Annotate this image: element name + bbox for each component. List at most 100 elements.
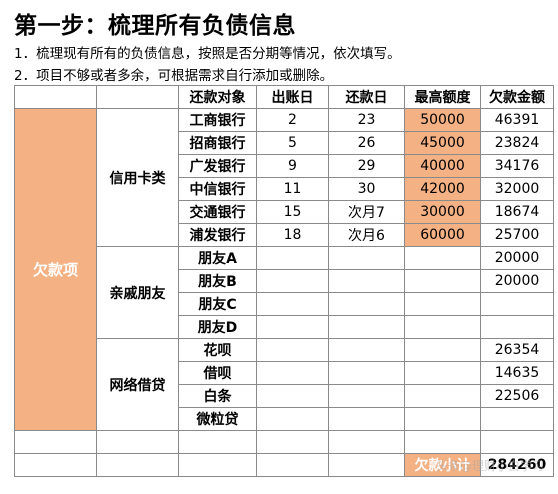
bill-day-cell[interactable]: 2 — [256, 108, 329, 132]
debt-cell[interactable] — [480, 292, 554, 316]
category-online-loans: 网络借贷 — [96, 338, 179, 431]
limit-cell[interactable]: 45000 — [404, 131, 481, 155]
debt-cell[interactable]: 22506 — [480, 384, 554, 408]
bill-day-cell[interactable] — [256, 361, 329, 385]
debt-cell[interactable]: 26354 — [480, 338, 554, 362]
table-row: 白条 22506 — [15, 384, 554, 408]
limit-cell[interactable]: 40000 — [404, 154, 481, 178]
limit-cell[interactable]: 60000 — [404, 223, 481, 247]
debt-cell[interactable]: 18674 — [480, 200, 554, 224]
repay-day-cell[interactable] — [328, 315, 405, 339]
table-row: 朋友D — [15, 315, 554, 339]
repay-day-cell[interactable]: 26 — [328, 131, 405, 155]
creditor-name: 白条 — [178, 384, 257, 408]
repay-day-cell[interactable]: 次月6 — [328, 223, 405, 247]
debt-cell[interactable]: 20000 — [480, 246, 554, 270]
debt-cell[interactable] — [480, 407, 554, 431]
debt-cell[interactable]: 46391 — [480, 108, 554, 132]
creditor-name: 广发银行 — [178, 154, 257, 178]
creditor-name: 朋友B — [178, 269, 257, 293]
bill-day-cell[interactable]: 9 — [256, 154, 329, 178]
limit-cell[interactable]: 30000 — [404, 200, 481, 224]
limit-cell[interactable] — [404, 315, 481, 339]
table-row: 交通银行 15 次月7 30000 18674 — [15, 200, 554, 224]
limit-cell[interactable] — [404, 269, 481, 293]
bill-day-cell[interactable] — [256, 269, 329, 293]
debt-cell[interactable]: 34176 — [480, 154, 554, 178]
bill-day-cell[interactable]: 18 — [256, 223, 329, 247]
bill-day-cell[interactable]: 15 — [256, 200, 329, 224]
blank-cell[interactable] — [178, 430, 257, 454]
blank-cell[interactable] — [96, 453, 179, 477]
debt-table: 还款对象 出账日 还款日 最高额度 欠款金额 欠款项 信用卡类 工商银行 2 2… — [14, 85, 554, 477]
debt-cell[interactable]: 23824 — [480, 131, 554, 155]
bill-day-cell[interactable]: 5 — [256, 131, 329, 155]
blank-cell[interactable] — [14, 430, 97, 454]
limit-cell[interactable]: 50000 — [404, 108, 481, 132]
repay-day-cell[interactable] — [328, 361, 405, 385]
blank-cell[interactable] — [328, 430, 405, 454]
bill-day-cell[interactable] — [256, 338, 329, 362]
header-bill-day: 出账日 — [256, 85, 329, 109]
creditor-name: 中信银行 — [178, 177, 257, 201]
repay-day-cell[interactable] — [328, 338, 405, 362]
repay-day-cell[interactable] — [328, 269, 405, 293]
bill-day-cell[interactable] — [256, 292, 329, 316]
blank-cell[interactable] — [328, 453, 405, 477]
header-max-limit: 最高额度 — [404, 85, 481, 109]
table-row: 亲戚朋友 朋友A 20000 — [15, 246, 554, 339]
limit-cell[interactable] — [404, 361, 481, 385]
debt-cell[interactable]: 20000 — [480, 269, 554, 293]
blank-cell[interactable] — [256, 430, 329, 454]
repay-day-cell[interactable] — [328, 384, 405, 408]
creditor-name: 朋友C — [178, 292, 257, 316]
limit-cell[interactable] — [404, 407, 481, 431]
header-blank-1 — [14, 85, 97, 109]
repay-day-cell[interactable] — [328, 246, 405, 270]
bill-day-cell[interactable] — [256, 384, 329, 408]
repay-day-cell[interactable] — [328, 407, 405, 431]
blank-cell[interactable] — [96, 430, 179, 454]
header-row: 还款对象 出账日 还款日 最高额度 欠款金额 — [14, 85, 554, 109]
creditor-name: 浦发银行 — [178, 223, 257, 247]
bill-day-cell[interactable] — [256, 407, 329, 431]
blank-cell[interactable] — [256, 453, 329, 477]
table-row — [14, 430, 554, 454]
limit-cell[interactable]: 42000 — [404, 177, 481, 201]
debt-cell[interactable] — [480, 315, 554, 339]
instruction-note-1: 1．梳理现有所有的负债信息，按照是否分期等情况，依次填写。 — [14, 46, 401, 62]
repay-day-cell[interactable]: 次月7 — [328, 200, 405, 224]
table-row: 浦发银行 18 次月6 60000 25700 — [15, 223, 554, 247]
blank-cell[interactable] — [480, 430, 554, 454]
repay-day-cell[interactable]: 29 — [328, 154, 405, 178]
table-row: 朋友C — [15, 292, 554, 316]
creditor-name: 交通银行 — [178, 200, 257, 224]
limit-cell[interactable] — [404, 338, 481, 362]
blank-cell[interactable] — [14, 453, 97, 477]
category-credit-card: 信用卡类 — [96, 108, 179, 247]
table-row: 招商银行 5 26 45000 23824 — [15, 131, 554, 155]
category-friends: 亲戚朋友 — [96, 246, 179, 339]
limit-cell[interactable] — [404, 292, 481, 316]
repay-day-cell[interactable]: 23 — [328, 108, 405, 132]
bill-day-cell[interactable] — [256, 315, 329, 339]
blank-cell[interactable] — [404, 430, 481, 454]
creditor-name: 朋友D — [178, 315, 257, 339]
blank-cell[interactable] — [178, 453, 257, 477]
bill-day-cell[interactable] — [256, 246, 329, 270]
repay-day-cell[interactable] — [328, 292, 405, 316]
debt-cell[interactable]: 25700 — [480, 223, 554, 247]
debt-cell[interactable]: 14635 — [480, 361, 554, 385]
limit-cell[interactable] — [404, 246, 481, 270]
total-value: 284260 — [480, 453, 554, 477]
header-repay-target: 还款对象 — [178, 85, 257, 109]
repay-day-cell[interactable]: 30 — [328, 177, 405, 201]
limit-cell[interactable] — [404, 384, 481, 408]
table-row: 中信银行 11 30 42000 32000 — [15, 177, 554, 201]
table-row: 广发银行 9 29 40000 34176 — [15, 154, 554, 178]
creditor-name: 花呗 — [178, 338, 257, 362]
debt-cell[interactable]: 32000 — [480, 177, 554, 201]
bill-day-cell[interactable]: 11 — [256, 177, 329, 201]
creditor-name: 工商银行 — [178, 108, 257, 132]
